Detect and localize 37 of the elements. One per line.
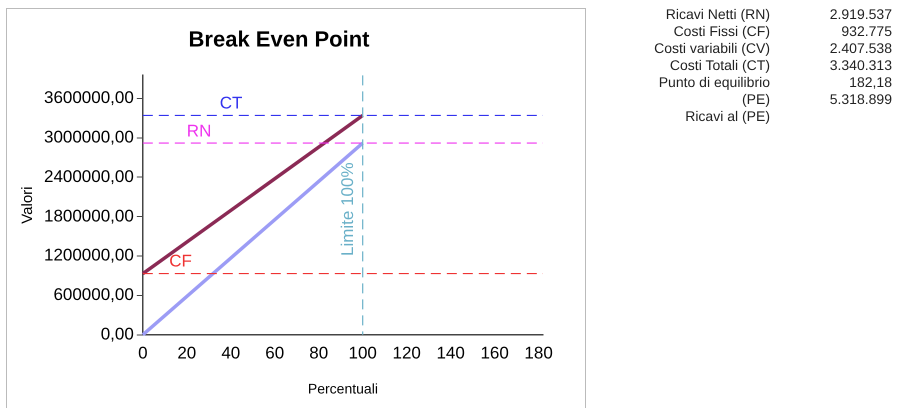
y-tick-label: 1800000,00 — [44, 206, 134, 226]
x-axis-title: Percentuali — [308, 380, 378, 396]
ref-line-label: RN — [186, 121, 212, 140]
text: 2.407.538 — [828, 40, 892, 57]
y-tick-label: 1200000,00 — [44, 246, 134, 265]
x-tick-label: 100 — [348, 344, 377, 363]
text: Costi Totali (CT) — [668, 57, 770, 74]
x-tick-label: 80 — [309, 344, 328, 363]
text: Costi variabili (CV) — [653, 40, 770, 57]
ref-line-label: CF — [169, 252, 192, 271]
text: 3.340.313 — [828, 57, 892, 74]
text: 182,18 — [848, 74, 892, 91]
x-tick-label: 40 — [221, 344, 240, 363]
y-tick-label: 600000,00 — [53, 285, 134, 304]
chart-title: Break Even Point — [188, 26, 370, 52]
x-tick-label: 180 — [524, 344, 553, 363]
y-axis-title: Valori — [19, 186, 36, 224]
x-tick-label: 60 — [265, 344, 284, 363]
x-tick-label: 120 — [392, 344, 421, 363]
x-tick-label: 0 — [138, 344, 148, 363]
y-tick-label: 3000000,00 — [44, 127, 134, 146]
text: Punto di equilibrio — [658, 74, 770, 91]
x-tick-label: 20 — [177, 344, 196, 363]
text: Ricavi al (PE) — [684, 108, 770, 125]
text: Ricavi Netti (RN) — [664, 6, 770, 23]
y-tick-label: 3600000,00 — [44, 88, 134, 108]
ref-line-label: Limite 100% — [338, 162, 357, 256]
text: 2.919.537 — [828, 6, 892, 23]
ref-line-label: CT — [220, 94, 242, 113]
y-tick-label: 2400000,00 — [44, 166, 134, 186]
text: 5.318.899 — [828, 91, 892, 108]
y-tick-label: 0,00 — [100, 324, 134, 344]
text: (PE) — [741, 91, 770, 108]
x-tick-label: 160 — [480, 344, 509, 363]
text: 932.775 — [840, 23, 892, 40]
text: Costi Fissi (CF) — [672, 23, 770, 40]
x-tick-label: 140 — [436, 344, 465, 363]
